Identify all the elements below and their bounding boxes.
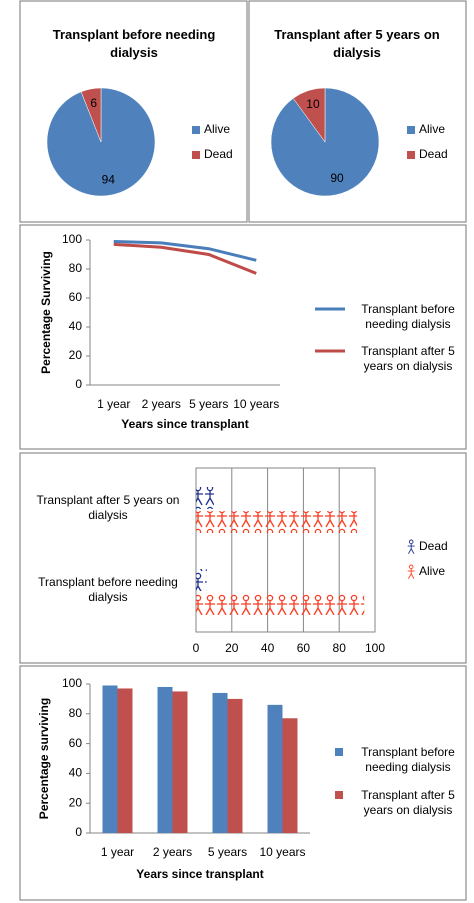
y-tick-label: 100 bbox=[62, 232, 82, 246]
legend-swatch bbox=[335, 748, 343, 756]
x-tick-label: 1 year bbox=[97, 397, 130, 411]
panel bbox=[19, 665, 467, 901]
data-label: 10 bbox=[306, 97, 320, 111]
panel bbox=[19, 224, 467, 450]
y-tick-label: 60 bbox=[69, 736, 83, 750]
y-tick-label: 80 bbox=[69, 706, 83, 720]
legend-label: Transplant after 5 years on dialysis bbox=[361, 344, 455, 373]
category-label: Transplant before needing dialysis bbox=[38, 575, 178, 604]
legend-swatch bbox=[407, 126, 415, 134]
bar bbox=[117, 688, 133, 833]
legend-swatch bbox=[407, 151, 415, 159]
legend-swatch bbox=[335, 791, 343, 799]
pictogram-bar bbox=[196, 593, 365, 615]
x-tick-label: 80 bbox=[333, 641, 347, 655]
y-tick-label: 40 bbox=[69, 766, 83, 780]
legend-label: Alive bbox=[419, 122, 445, 136]
y-tick-label: 60 bbox=[69, 290, 83, 304]
x-tick-label: 5 years bbox=[208, 845, 247, 859]
legend-label: Dead bbox=[419, 147, 448, 161]
panel bbox=[19, 452, 467, 664]
legend-icon bbox=[407, 564, 416, 580]
legend-label: Transplant after 5 years on dialysis bbox=[361, 788, 455, 817]
chart-title: Transplant after 5 years on dialysis bbox=[274, 27, 440, 60]
pictogram-bar bbox=[196, 487, 214, 509]
x-tick-label: 60 bbox=[297, 641, 311, 655]
y-axis-label: Percentage surviving bbox=[37, 698, 51, 819]
bar bbox=[102, 685, 118, 833]
legend-label: Dead bbox=[204, 147, 233, 161]
legend-swatch bbox=[192, 151, 200, 159]
bar bbox=[282, 718, 298, 833]
legend-icon bbox=[407, 539, 416, 555]
y-axis-label: Percentage Surviving bbox=[39, 251, 53, 374]
x-tick-label: 2 years bbox=[153, 845, 192, 859]
data-label: 94 bbox=[102, 172, 116, 186]
legend-swatch bbox=[407, 539, 416, 555]
x-tick-label: 5 years bbox=[189, 397, 228, 411]
pie-slice bbox=[292, 87, 326, 143]
y-tick-label: 20 bbox=[69, 795, 83, 809]
y-tick-label: 40 bbox=[69, 319, 83, 333]
y-tick-label: 0 bbox=[75, 825, 82, 839]
x-tick-label: 100 bbox=[365, 641, 385, 655]
y-tick-label: 80 bbox=[69, 261, 83, 275]
bar bbox=[227, 698, 243, 833]
legend-label: Dead bbox=[419, 539, 448, 553]
bar bbox=[212, 692, 228, 833]
x-tick-label: 10 years bbox=[259, 845, 305, 859]
bar bbox=[172, 691, 188, 833]
x-tick-label: 2 years bbox=[142, 397, 181, 411]
x-tick-label: 40 bbox=[261, 641, 275, 655]
data-label: 90 bbox=[330, 171, 344, 185]
y-tick-label: 20 bbox=[69, 348, 83, 362]
x-tick-label: 10 years bbox=[233, 397, 279, 411]
y-tick-label: 100 bbox=[62, 676, 82, 690]
x-axis-label: Years since transplant bbox=[136, 867, 263, 881]
x-tick-label: 20 bbox=[225, 641, 239, 655]
line-series bbox=[113, 239, 257, 262]
pie-slice bbox=[80, 87, 102, 143]
y-tick-label: 0 bbox=[75, 377, 82, 391]
line-series bbox=[113, 242, 257, 275]
pictogram-bar bbox=[196, 569, 207, 591]
legend-swatch bbox=[192, 126, 200, 134]
x-axis-label: Years since transplant bbox=[121, 417, 248, 431]
category-label: Transplant after 5 years on dialysis bbox=[36, 493, 180, 522]
chart-title: Transplant before needing dialysis bbox=[52, 27, 216, 60]
legend-label: Alive bbox=[419, 564, 445, 578]
legend-label: Transplant before needing dialysis bbox=[361, 302, 455, 331]
legend-swatch bbox=[407, 564, 416, 580]
x-tick-label: 0 bbox=[193, 641, 200, 655]
bar bbox=[157, 686, 173, 833]
x-tick-label: 1 year bbox=[101, 845, 134, 859]
pictogram-bar bbox=[196, 511, 358, 533]
bar bbox=[267, 704, 283, 833]
legend-label: Alive bbox=[204, 122, 230, 136]
legend-label: Transplant before needing dialysis bbox=[361, 745, 455, 774]
data-label: 6 bbox=[90, 96, 97, 110]
